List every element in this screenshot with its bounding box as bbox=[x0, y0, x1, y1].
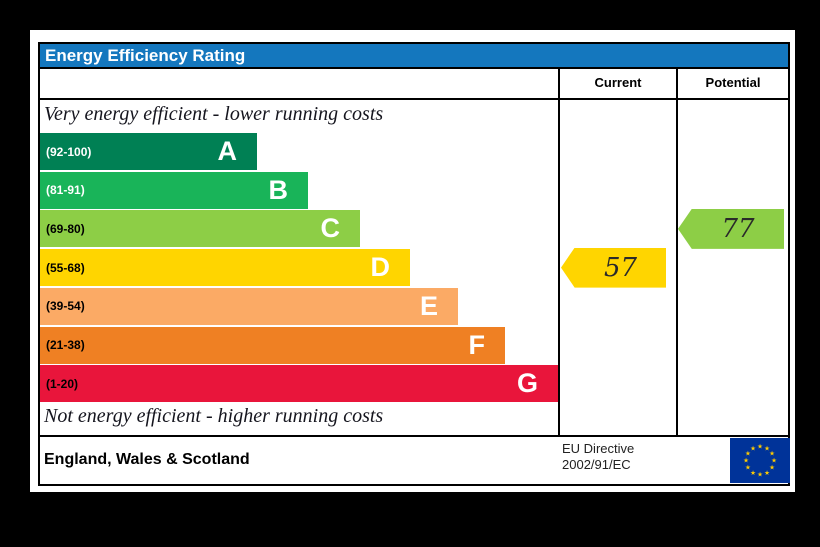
band-g-range: (1-20) bbox=[46, 376, 79, 391]
bottom-efficiency-note: Not energy efficient - higher running co… bbox=[44, 405, 384, 427]
eu-directive-line1: EU Directive bbox=[562, 441, 635, 456]
top-efficiency-note: Very energy efficient - lower running co… bbox=[44, 103, 384, 125]
potential-rating-arrow: 77 bbox=[678, 208, 784, 249]
band-c-range: (69-80) bbox=[46, 221, 85, 236]
svg-text:★: ★ bbox=[750, 445, 756, 453]
potential-column-header: Potential bbox=[705, 75, 761, 90]
band-e-letter: E bbox=[419, 290, 438, 321]
svg-text:★: ★ bbox=[750, 469, 756, 477]
band-f: (21-38) F bbox=[40, 326, 505, 364]
svg-text:★: ★ bbox=[745, 464, 751, 472]
current-column-header: Current bbox=[594, 75, 642, 90]
chart-title-bar: Energy Efficiency Rating bbox=[38, 42, 790, 69]
eu-directive-label: EU Directive 2002/91/EC bbox=[562, 441, 634, 473]
footer-row-divider bbox=[38, 435, 790, 437]
band-f-letter: F bbox=[468, 329, 486, 360]
eu-flag-icon: ★ ★ ★ ★ ★ ★ ★ ★ ★ ★ ★ ★ bbox=[730, 438, 790, 483]
eu-directive-line2: 2002/91/EC bbox=[562, 457, 631, 472]
current-rating-value: 57 bbox=[603, 252, 638, 283]
band-e: (39-54) E bbox=[40, 287, 458, 325]
band-e-range: (39-54) bbox=[46, 299, 85, 314]
band-b-range: (81-91) bbox=[46, 183, 85, 198]
current-rating-arrow: 57 bbox=[561, 247, 666, 288]
band-a-range: (92-100) bbox=[46, 144, 92, 159]
band-d: (55-68) D bbox=[40, 249, 410, 287]
band-b: (81-91) B bbox=[40, 171, 308, 209]
svg-text:★: ★ bbox=[769, 464, 775, 472]
svg-text:★: ★ bbox=[769, 450, 775, 458]
svg-text:★: ★ bbox=[743, 457, 749, 465]
band-g: (1-20) G bbox=[40, 365, 558, 403]
header-row-divider bbox=[38, 98, 790, 100]
svg-text:★: ★ bbox=[745, 450, 751, 458]
svg-text:★: ★ bbox=[764, 445, 770, 453]
band-a: (92-100) A bbox=[40, 133, 257, 170]
chart-title: Energy Efficiency Rating bbox=[45, 46, 246, 65]
potential-rating-value: 77 bbox=[721, 213, 755, 244]
band-c-letter: C bbox=[320, 213, 341, 244]
region-label: England, Wales & Scotland bbox=[44, 451, 250, 468]
band-g-letter: G bbox=[516, 368, 538, 399]
band-b-letter: B bbox=[268, 174, 289, 205]
band-d-range: (55-68) bbox=[46, 260, 85, 275]
svg-text:★: ★ bbox=[764, 469, 770, 477]
band-a-letter: A bbox=[217, 136, 238, 166]
band-f-range: (21-38) bbox=[46, 338, 85, 352]
svg-text:★: ★ bbox=[757, 443, 763, 451]
svg-text:★: ★ bbox=[771, 457, 777, 465]
band-c: (69-80) C bbox=[40, 210, 360, 248]
svg-text:★: ★ bbox=[757, 471, 763, 479]
current-column-divider bbox=[558, 67, 560, 437]
band-d-letter: D bbox=[370, 252, 391, 283]
potential-column-divider bbox=[676, 67, 678, 437]
